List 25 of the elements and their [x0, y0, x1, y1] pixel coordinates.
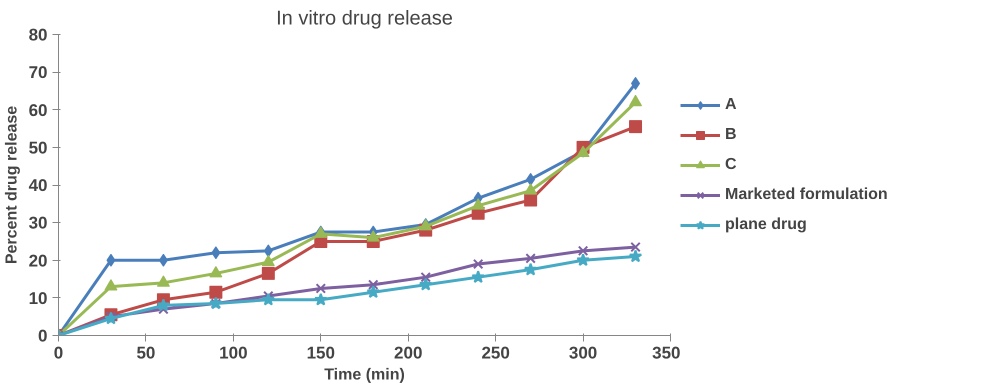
legend-label: C — [725, 156, 738, 174]
x-tick-label: 100 — [219, 344, 248, 362]
chart-title: In vitro drug release — [276, 8, 453, 30]
y-tick-label: 40 — [28, 176, 48, 195]
x-tick-label: 150 — [306, 344, 335, 362]
y-tick-label: 10 — [28, 288, 48, 308]
x-axis-title: Time (min) — [324, 366, 405, 384]
y-tick-label: 50 — [28, 138, 48, 158]
x-tick-label: 300 — [568, 344, 598, 362]
x-tick-label: 50 — [136, 344, 156, 362]
x-tick-label: 200 — [394, 344, 422, 362]
y-tick-label: 80 — [28, 26, 48, 44]
y-tick-label: 30 — [28, 214, 48, 233]
y-tick-label: 70 — [28, 63, 48, 82]
x-tick-label: 0 — [54, 344, 64, 362]
y-axis-title: Percent drug release — [4, 106, 21, 264]
legend-label: Marketed formulation — [725, 186, 888, 204]
legend-label: A — [725, 96, 738, 114]
legend-label: B — [725, 126, 738, 144]
x-tick-label: 350 — [652, 344, 681, 362]
x-tick-label: 250 — [481, 344, 510, 362]
y-tick-label: 0 — [38, 326, 48, 346]
legend-label: plane drug — [725, 216, 807, 234]
y-tick-label: 20 — [28, 251, 48, 270]
y-tick-label: 60 — [28, 100, 48, 120]
